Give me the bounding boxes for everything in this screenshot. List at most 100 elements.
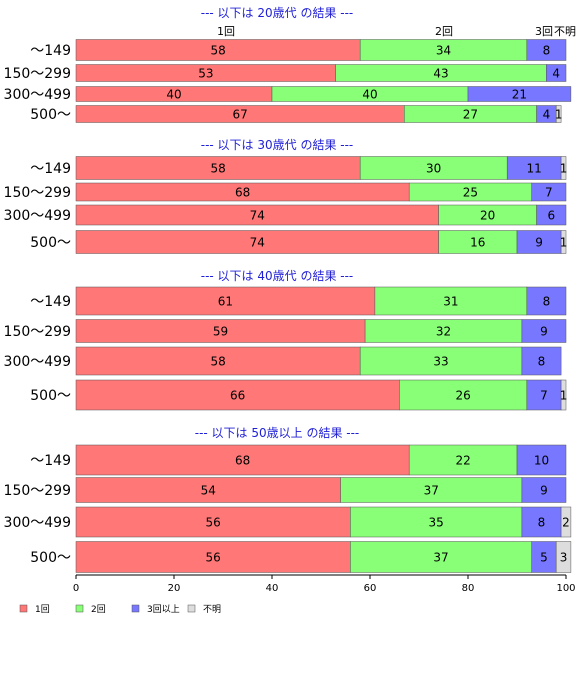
data-label: 53 [198,67,213,81]
category-label: ～149 [30,294,71,310]
bar-segment [350,541,532,573]
data-label: 34 [436,44,451,58]
data-label: 54 [201,484,216,498]
data-label: 16 [470,236,485,250]
data-label: 8 [538,355,546,369]
data-label: 74 [250,209,265,223]
legend-swatch [19,604,28,613]
data-label: 9 [540,325,548,339]
group-header: --- 以下は 30歳代 の結果 --- [201,138,354,152]
data-label: 8 [538,516,546,530]
legend-label: 3回以上 [147,604,180,615]
data-label: 32 [436,325,451,339]
data-label: 30 [426,162,441,176]
data-label: 8 [543,295,551,309]
group-header: --- 以下は 50歳以上 の結果 --- [195,426,360,440]
top-label: 不明 [554,25,576,38]
bar-segment [75,477,341,503]
data-label: 7 [540,389,548,403]
bar-segment [531,541,557,573]
bar-segment [526,286,567,316]
top-label: 2回 [435,25,453,38]
x-tick-label: 80 [462,583,475,594]
legend-swatch [187,604,196,613]
data-label: 68 [235,454,250,468]
data-label: 31 [443,295,458,309]
data-label: 1 [560,389,568,403]
data-label: 1 [560,236,568,250]
data-label: 20 [480,209,495,223]
bar-segment [546,64,567,82]
x-tick-label: 40 [266,583,279,594]
x-tick-label: 60 [364,583,377,594]
category-label: 500～ [30,550,71,566]
data-label: 26 [455,389,470,403]
category-label: 300～499 [4,87,71,103]
data-label: 1 [560,162,568,176]
bar-segment [521,319,567,343]
data-label: 6 [547,209,555,223]
data-label: 7 [545,186,553,200]
bar-segment [350,506,523,538]
category-label: 150～299 [4,185,71,201]
data-label: 56 [206,551,221,565]
data-label: 25 [463,186,478,200]
data-label: 5 [540,551,548,565]
category-label: 500～ [30,107,71,123]
x-tick-label: 100 [556,583,575,594]
legend-label: 2回 [91,604,106,615]
bar-segment [521,477,567,503]
legend-swatch [75,604,84,613]
category-label: 300～499 [4,515,71,531]
bar-segment [531,182,567,202]
data-label: 35 [429,516,444,530]
bar-segment [521,506,562,538]
data-label: 1 [555,108,563,122]
bar-segment [359,346,523,376]
bar-segment [560,230,567,254]
data-label: 58 [210,355,225,369]
bar-segment [374,286,528,316]
bar-segment [560,379,567,411]
data-label: 74 [250,236,265,250]
bar-segment [521,346,562,376]
data-label: 61 [218,295,233,309]
bar-segment [516,444,567,476]
bar-segment [526,39,567,61]
group-header: --- 以下は 40歳代 の結果 --- [201,269,354,283]
data-label: 58 [210,44,225,58]
data-label: 10 [534,454,549,468]
data-label: 67 [233,108,248,122]
category-label: 150～299 [4,66,71,82]
data-label: 56 [206,516,221,530]
legend-swatch [131,604,140,613]
data-label: 33 [433,355,448,369]
data-label: 40 [362,88,377,102]
bar-segment [555,105,562,123]
data-label: 58 [210,162,225,176]
top-label: 1回 [217,25,235,38]
bar-segment [340,477,523,503]
data-label: 8 [543,44,551,58]
data-label: 27 [463,108,478,122]
category-label: 300～499 [4,354,71,370]
data-label: 59 [213,325,228,339]
bar-segment [536,204,567,226]
data-label: 37 [433,551,448,565]
data-label: 3 [560,551,568,565]
data-label: 66 [230,389,245,403]
bar-segment [75,506,351,538]
legend-label: 1回 [35,604,50,615]
category-label: ～149 [30,453,71,469]
data-label: 9 [540,484,548,498]
category-label: 500～ [30,235,71,251]
category-label: 150～299 [4,483,71,499]
data-label: 37 [424,484,439,498]
bar-segment [75,286,376,316]
category-label: ～149 [30,161,71,177]
data-label: 22 [455,454,470,468]
x-tick-label: 20 [168,583,181,594]
data-label: 9 [535,236,543,250]
bar-segment [75,444,410,476]
